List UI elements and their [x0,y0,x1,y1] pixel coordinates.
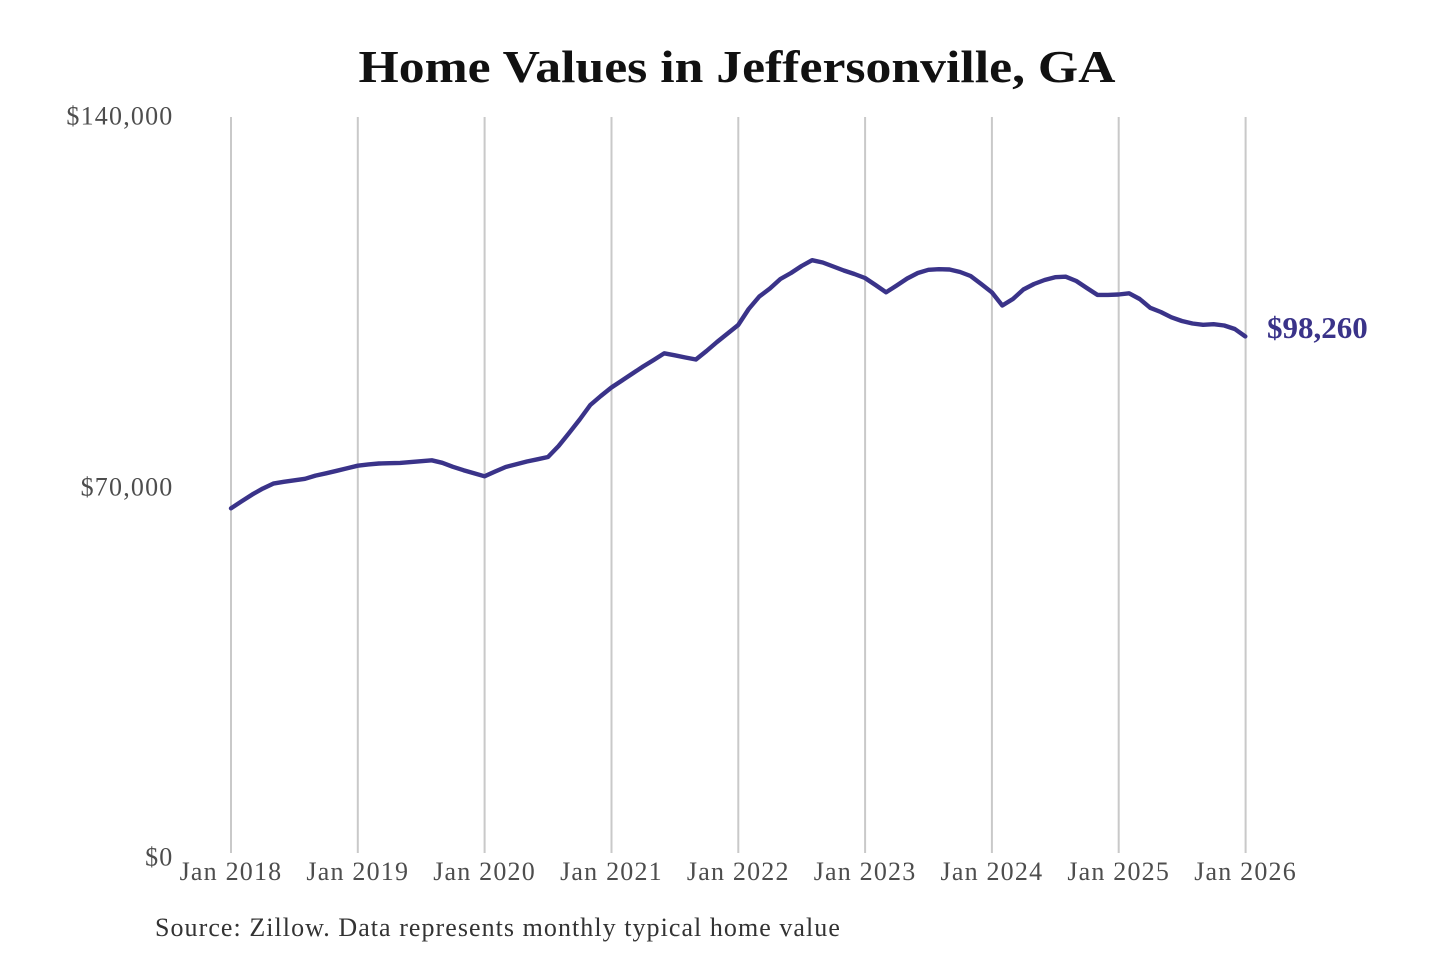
svg-text:Jan 2021: Jan 2021 [560,857,663,886]
svg-text:$140,000: $140,000 [66,102,173,131]
svg-text:Jan 2018: Jan 2018 [180,857,283,886]
svg-text:Jan 2020: Jan 2020 [433,857,536,886]
svg-text:Jan 2022: Jan 2022 [687,857,790,886]
svg-text:Jan 2024: Jan 2024 [941,857,1044,886]
svg-text:Source: Zillow. Data represent: Source: Zillow. Data represents monthly … [155,913,841,942]
svg-text:$98,260: $98,260 [1267,310,1368,345]
svg-text:Home Values in Jeffersonville,: Home Values in Jeffersonville, GA [359,41,1116,92]
svg-text:Jan 2023: Jan 2023 [814,857,917,886]
svg-text:Jan 2019: Jan 2019 [306,857,409,886]
svg-text:$70,000: $70,000 [81,473,174,502]
svg-text:$0: $0 [145,843,173,872]
svg-text:Jan 2026: Jan 2026 [1194,857,1297,886]
svg-text:Jan 2025: Jan 2025 [1067,857,1170,886]
